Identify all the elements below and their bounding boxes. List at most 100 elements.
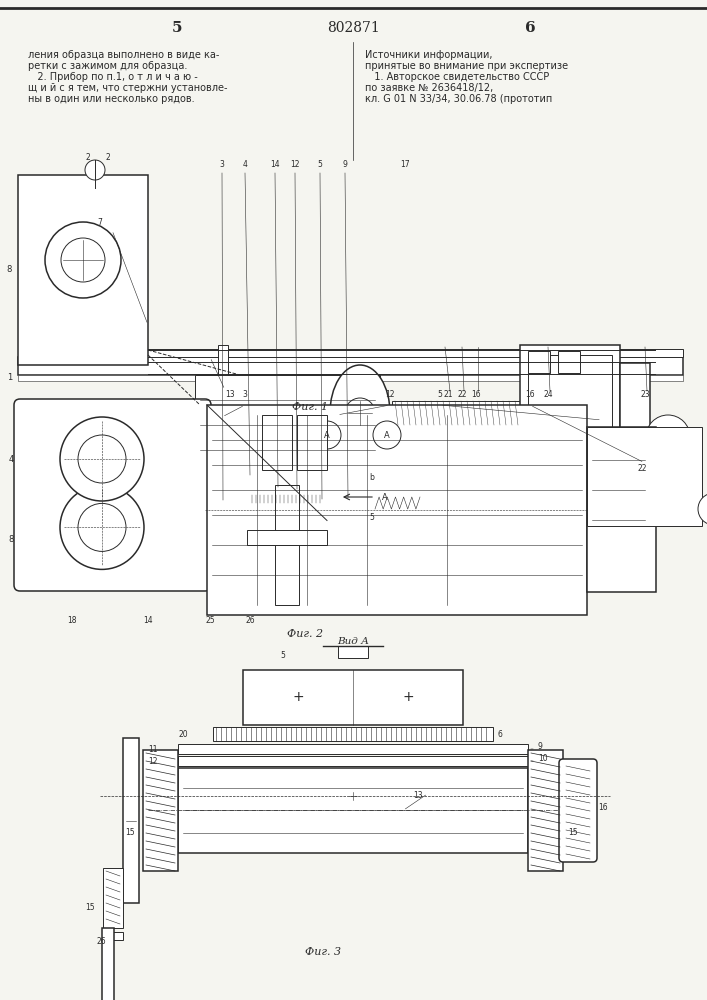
Text: 18: 18	[67, 616, 77, 625]
Circle shape	[45, 222, 121, 298]
Text: 5: 5	[281, 651, 286, 660]
Text: 12: 12	[148, 757, 158, 766]
Circle shape	[345, 398, 375, 428]
Bar	[178, 744, 528, 754]
Bar	[245, 475, 325, 495]
Bar	[111, 932, 123, 940]
Text: 4: 4	[243, 160, 247, 169]
Bar	[250, 495, 325, 503]
Text: 12: 12	[291, 160, 300, 169]
Text: 12: 12	[385, 390, 395, 399]
Text: 1: 1	[7, 372, 12, 381]
FancyBboxPatch shape	[14, 399, 211, 591]
Text: ретки с зажимом для образца.: ретки с зажимом для образца.	[28, 61, 187, 71]
Text: 14: 14	[270, 160, 280, 169]
Text: 5: 5	[370, 513, 375, 522]
Text: 13: 13	[226, 390, 235, 399]
FancyBboxPatch shape	[559, 759, 597, 862]
Text: Вид А: Вид А	[337, 637, 369, 646]
Bar	[18, 357, 683, 375]
Bar	[297, 415, 327, 470]
Bar	[587, 427, 656, 592]
Bar	[558, 351, 580, 373]
Text: 6: 6	[525, 21, 535, 35]
Text: 9: 9	[343, 160, 347, 169]
Text: 8: 8	[6, 265, 12, 274]
Text: 7: 7	[98, 218, 103, 227]
Text: 14: 14	[144, 616, 153, 625]
Bar	[18, 349, 683, 357]
Text: 15: 15	[568, 828, 578, 837]
Circle shape	[373, 421, 401, 449]
Circle shape	[348, 791, 358, 801]
Bar	[178, 768, 528, 853]
Circle shape	[60, 485, 144, 569]
Text: 3: 3	[220, 160, 224, 169]
Circle shape	[61, 238, 105, 282]
Text: 2: 2	[105, 153, 110, 162]
Circle shape	[78, 503, 126, 551]
Bar	[262, 415, 292, 470]
Text: щ и й с я тем, что стержни установле-: щ и й с я тем, что стержни установле-	[28, 83, 228, 93]
Bar	[338, 646, 368, 658]
Bar	[528, 351, 550, 373]
Bar	[620, 363, 650, 512]
Text: ны в один или несколько рядов.: ны в один или несколько рядов.	[28, 94, 194, 104]
Bar	[123, 738, 139, 903]
Text: Фиг. 3: Фиг. 3	[305, 947, 341, 957]
Text: А: А	[324, 430, 330, 440]
Circle shape	[78, 435, 126, 483]
Bar	[392, 401, 520, 425]
Text: 9: 9	[538, 742, 543, 751]
Bar	[102, 928, 114, 1000]
Text: ления образца выполнено в виде ка-: ления образца выполнено в виде ка-	[28, 50, 219, 60]
Text: 25: 25	[205, 616, 215, 625]
Text: 26: 26	[245, 616, 255, 625]
Text: 20: 20	[178, 730, 188, 739]
Bar	[210, 494, 238, 504]
Text: 6: 6	[498, 730, 503, 739]
Text: 5: 5	[317, 160, 322, 169]
Text: Фиг. 2: Фиг. 2	[287, 629, 323, 639]
Text: Источники информации,: Источники информации,	[365, 50, 493, 60]
Text: +: +	[402, 690, 414, 704]
Text: 15: 15	[125, 828, 135, 837]
Circle shape	[698, 493, 707, 525]
Text: 24: 24	[543, 390, 553, 399]
Bar	[18, 375, 683, 381]
Bar	[520, 345, 620, 530]
Text: 2. Прибор по п.1, о т л и ч а ю -: 2. Прибор по п.1, о т л и ч а ю -	[28, 72, 198, 82]
Text: 21: 21	[443, 390, 452, 399]
Text: Фиг. 1: Фиг. 1	[292, 402, 328, 412]
Text: 17: 17	[400, 160, 409, 169]
Text: 4: 4	[8, 454, 14, 464]
Bar	[243, 670, 463, 725]
Text: 10: 10	[538, 754, 548, 763]
Text: 22: 22	[637, 464, 647, 473]
Bar	[247, 530, 327, 545]
Text: 16: 16	[525, 390, 534, 399]
Text: 15: 15	[86, 903, 95, 912]
Text: 11: 11	[148, 745, 158, 754]
Bar	[213, 727, 493, 741]
Bar	[18, 175, 148, 365]
Bar	[528, 355, 612, 515]
Bar	[528, 750, 563, 871]
Text: A: A	[382, 492, 387, 502]
Text: 802871: 802871	[327, 21, 380, 35]
Bar	[207, 405, 587, 615]
Bar	[103, 868, 123, 928]
Text: принятые во внимание при экспертизе: принятые во внимание при экспертизе	[365, 61, 568, 71]
Text: по заявке № 2636418/12,: по заявке № 2636418/12,	[365, 83, 493, 93]
Text: кл. G 01 N 33/34, 30.06.78 (прототип: кл. G 01 N 33/34, 30.06.78 (прототип	[365, 94, 552, 104]
Text: 8: 8	[8, 536, 14, 544]
Text: 16: 16	[598, 804, 607, 812]
Text: А: А	[384, 430, 390, 440]
Bar	[195, 375, 380, 475]
Text: 16: 16	[471, 390, 481, 399]
Bar	[587, 427, 702, 526]
Text: 5: 5	[172, 21, 182, 35]
Circle shape	[85, 160, 105, 180]
Bar	[275, 485, 299, 605]
Text: 22: 22	[457, 390, 467, 399]
